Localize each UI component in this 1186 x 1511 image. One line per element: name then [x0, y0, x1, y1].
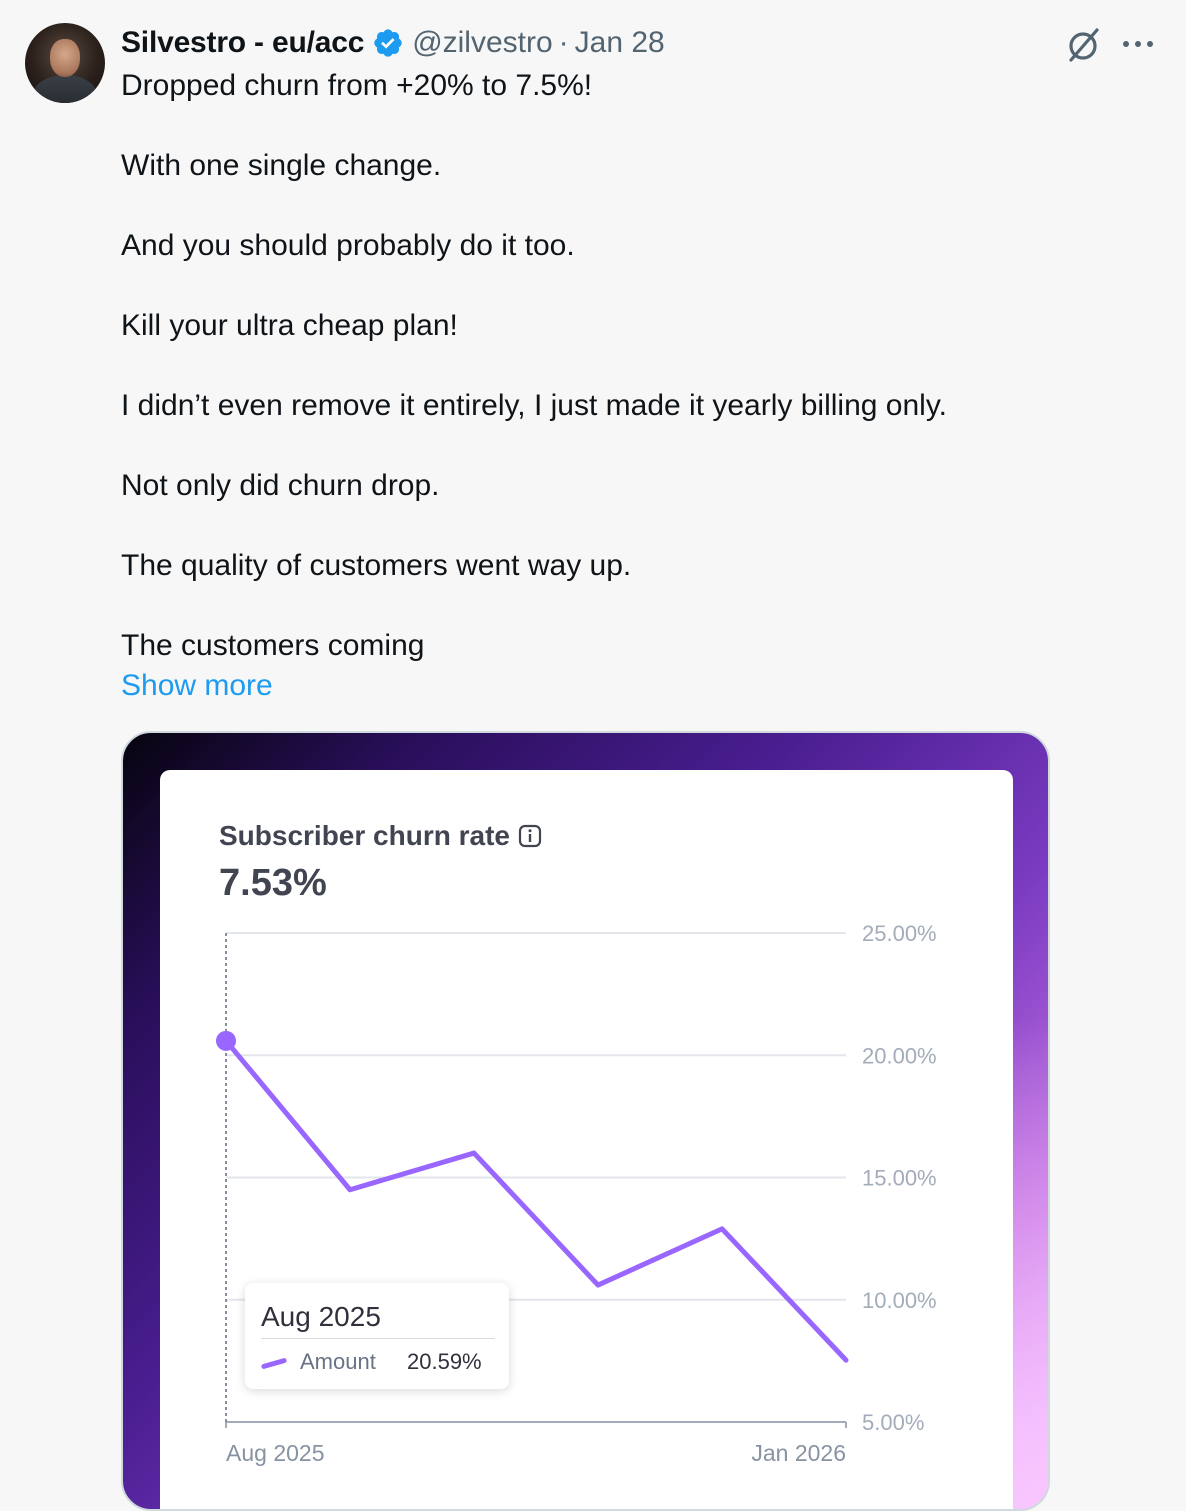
tweet-line — [121, 426, 1121, 466]
tweet-line: And you should probably do it too. — [121, 229, 575, 262]
avatar[interactable] — [25, 23, 105, 103]
header-separator: · — [558, 26, 569, 59]
tooltip-divider — [261, 1338, 495, 1339]
data-point — [216, 1030, 236, 1051]
grok-icon[interactable] — [1062, 24, 1104, 66]
tweet-line: The quality of customers went way up. — [121, 549, 632, 582]
y-tick-label: 10.00% — [862, 1288, 937, 1313]
tweet-line: Kill your ultra cheap plan! — [121, 309, 458, 342]
tweet-line: Not only did churn drop. — [121, 469, 440, 502]
verified-badge-icon[interactable] — [372, 27, 404, 59]
line-chart: 5.00% 10.00% 15.00% 20.00% 25.00% Aug 2025 Jan… — [216, 921, 937, 1466]
tweet-line — [121, 346, 1121, 386]
tweet-date[interactable]: Jan 28 — [574, 26, 665, 59]
tweet-line — [121, 586, 1121, 626]
tweet-line: Dropped churn from +20% to 7.5%! — [121, 69, 593, 102]
tooltip-label: Amount — [300, 1349, 376, 1374]
more-options-icon[interactable] — [1118, 26, 1158, 62]
tweet-text: Dropped churn from +20% to 7.5%! With on… — [121, 66, 1121, 666]
y-tick-label: 25.00% — [862, 921, 937, 946]
chart-tooltip: Aug 2025 Amount 20.59% — [245, 1283, 509, 1389]
series-line-amount — [223, 1038, 849, 1363]
y-tick-label: 15.00% — [862, 1166, 937, 1191]
tooltip-series-swatch — [260, 1357, 288, 1370]
author-handle[interactable]: @zilvestro — [412, 26, 553, 59]
tweet-line: The customers coming — [121, 629, 425, 662]
tweet-line — [121, 266, 1121, 306]
tweet-line: I didn’t even remove it entirely, I just… — [121, 389, 947, 422]
y-tick-label: 20.00% — [862, 1043, 937, 1068]
tweet-media-image[interactable]: Subscriber churn rate 7.53% 5.00% 10.00% 1… — [121, 731, 1050, 1511]
show-more-link[interactable]: Show more — [121, 669, 273, 702]
avatar-shoulders — [33, 75, 97, 103]
tweet-line: With one single change. — [121, 149, 442, 182]
tweet-line — [121, 106, 1121, 146]
chart-title: Subscriber churn rate — [219, 820, 542, 852]
chart-headline-value: 7.53% — [219, 862, 327, 904]
tweet-line — [121, 506, 1121, 546]
chart-title-text: Subscriber churn rate — [219, 820, 510, 851]
author-name[interactable]: Silvestro - eu/acc — [121, 26, 365, 59]
x-tick-label: Jan 2026 — [751, 1440, 846, 1466]
info-icon — [518, 824, 542, 848]
tweet-header: Silvestro - eu/acc @zilvestro · Jan 28 — [121, 24, 665, 62]
y-tick-label: 5.00% — [862, 1410, 924, 1435]
tweet-line — [121, 186, 1121, 226]
tooltip-title: Aug 2025 — [261, 1301, 381, 1332]
chart-card: Subscriber churn rate 7.53% 5.00% 10.00% 1… — [160, 770, 1013, 1509]
tooltip-value: 20.59% — [407, 1349, 482, 1374]
x-tick-label: Aug 2025 — [226, 1440, 324, 1466]
avatar-face — [50, 39, 80, 77]
